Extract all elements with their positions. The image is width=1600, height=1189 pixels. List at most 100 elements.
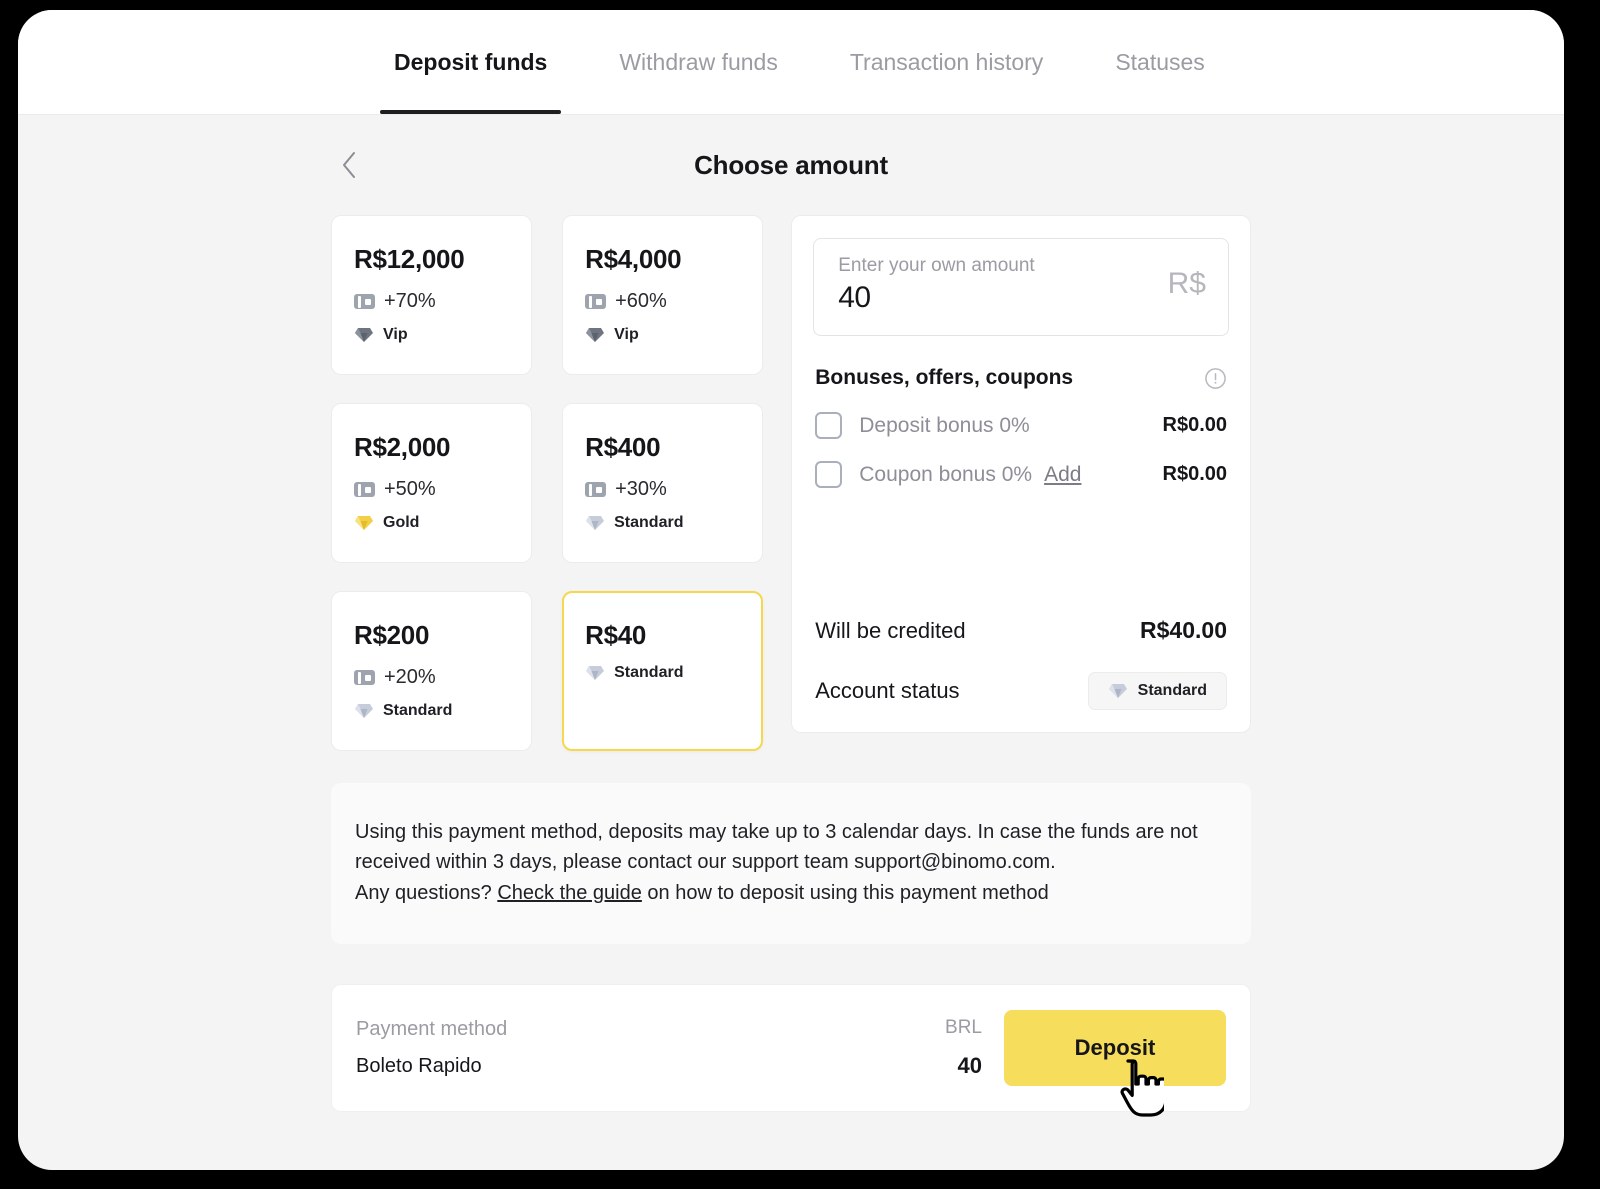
coupon-bonus-label: Coupon bonus 0%: [859, 462, 1033, 486]
tab-label: Transaction history: [849, 48, 1044, 75]
will-be-credited-row: Will be credited R$40.00: [813, 617, 1229, 644]
gem-icon: [1108, 684, 1127, 698]
card-status-row: Vip: [585, 326, 762, 344]
amount-card[interactable]: R$400 +30% Standard: [562, 403, 764, 563]
chevron-left-icon: [343, 152, 355, 178]
ticket-icon: [354, 294, 375, 309]
payment-method-block[interactable]: Payment method Boleto Rapido: [356, 1018, 507, 1078]
tab-label: Statuses: [1115, 48, 1205, 75]
bonus-row-coupon[interactable]: Coupon bonus 0% Add R$0.00: [813, 461, 1229, 488]
card-status-label: Gold: [383, 514, 420, 531]
note-line-1: Using this payment method, deposits may …: [355, 821, 1198, 874]
card-bonus-label: +20%: [384, 666, 436, 688]
card-bonus-label: +70%: [384, 290, 436, 312]
card-status-label: Standard: [614, 664, 684, 681]
custom-amount-placeholder: Enter your own amount: [838, 255, 1035, 276]
amount-card[interactable]: R$2,000 +50% Gold: [331, 403, 533, 563]
back-button[interactable]: [328, 144, 370, 186]
amount-card[interactable]: R$200 +20% Standard: [331, 591, 533, 751]
check-the-guide-link[interactable]: Check the guide: [497, 881, 642, 904]
currency-label: BRL: [945, 1017, 982, 1039]
deposit-bonus-checkbox[interactable]: [815, 412, 843, 439]
card-amount: R$12,000: [354, 244, 465, 274]
custom-amount-value: 40: [838, 281, 871, 314]
card-bonus-row: +20%: [354, 666, 531, 689]
deposit-bonus-label: Deposit bonus 0%: [859, 413, 1030, 437]
deposit-button[interactable]: Deposit: [1004, 1010, 1226, 1087]
payment-method-label: Payment method: [356, 1018, 508, 1041]
bonus-row-deposit[interactable]: Deposit bonus 0% R$0.00: [813, 412, 1229, 439]
card-bonus-row: +60%: [585, 290, 762, 313]
card-bonus-label: +50%: [384, 478, 436, 500]
card-bonus-row: +30%: [585, 478, 762, 501]
info-circle-icon[interactable]: [1204, 367, 1227, 390]
card-status-row: Vip: [354, 326, 531, 344]
will-be-credited-label: Will be credited: [815, 617, 966, 643]
account-status-label: Account status: [815, 678, 960, 703]
card-status-label: Standard: [614, 514, 684, 531]
card-amount: R$400: [585, 432, 661, 462]
tab-transaction-history[interactable]: Transaction history: [814, 10, 1079, 114]
card-status-row: Standard: [354, 702, 531, 720]
deposit-bonus-value: R$0.00: [1162, 414, 1228, 436]
gem-icon: [586, 666, 605, 680]
gem-icon: [355, 328, 373, 342]
card-amount: R$200: [354, 620, 430, 650]
page-header: Choose amount: [18, 115, 1564, 215]
note-line-2-suffix: on how to deposit using this payment met…: [641, 881, 1049, 904]
bonus-section-title: Bonuses, offers, coupons: [815, 366, 1074, 389]
add-coupon-link[interactable]: Add: [1044, 462, 1082, 486]
card-amount: R$2,000: [354, 432, 451, 462]
card-status-row: Standard: [585, 664, 761, 682]
card-status-row: Standard: [585, 514, 762, 532]
card-bonus-label: +60%: [615, 290, 667, 312]
card-bonus-row: +70%: [354, 290, 531, 313]
card-status-label: Vip: [383, 326, 408, 343]
tab-deposit-funds[interactable]: Deposit funds: [358, 10, 583, 114]
gem-icon: [586, 328, 605, 342]
gem-icon: [355, 704, 373, 718]
will-be-credited-value: R$40.00: [1140, 617, 1227, 643]
tab-statuses[interactable]: Statuses: [1079, 10, 1241, 114]
card-status-row: Gold: [354, 514, 531, 532]
amount-card-grid: R$12,000 +70% Vip R$4,000: [331, 215, 764, 751]
gem-icon: [586, 516, 605, 530]
panel-spacer: [813, 488, 1229, 617]
ticket-icon: [354, 482, 375, 497]
gem-icon: [355, 516, 373, 530]
custom-amount-input[interactable]: Enter your own amount 40 R$: [813, 238, 1229, 336]
payment-method-value: Boleto Rapido: [356, 1055, 482, 1078]
payment-info-note: Using this payment method, deposits may …: [331, 783, 1251, 945]
main-content: R$12,000 +70% Vip R$4,000: [18, 215, 1564, 751]
bonus-section-header: Bonuses, offers, coupons: [813, 366, 1229, 390]
checkout-footer: Payment method Boleto Rapido BRL 40 Depo…: [331, 984, 1251, 1113]
card-bonus-label: +30%: [615, 478, 667, 500]
card-status-label: Standard: [383, 702, 453, 719]
currency-symbol: R$: [1167, 267, 1206, 300]
card-bonus-row: +50%: [354, 478, 531, 501]
coupon-bonus-checkbox[interactable]: [815, 461, 843, 488]
tab-withdraw-funds[interactable]: Withdraw funds: [583, 10, 814, 114]
tab-label: Deposit funds: [394, 48, 548, 75]
summary-panel: Enter your own amount 40 R$ Bonuses, off…: [791, 215, 1251, 733]
amount-card[interactable]: R$4,000 +60% Vip: [562, 215, 764, 375]
account-status-badge[interactable]: Standard: [1087, 672, 1227, 710]
account-status-row: Account status Standard: [813, 672, 1229, 710]
account-status-value: Standard: [1137, 682, 1207, 699]
app-window: Deposit funds Withdraw funds Transaction…: [18, 10, 1564, 1170]
amount-summary-block: BRL 40: [945, 1017, 982, 1079]
ticket-icon: [585, 294, 607, 309]
ticket-icon: [585, 482, 607, 497]
card-status-label: Vip: [614, 326, 639, 343]
card-amount: R$40: [585, 620, 647, 650]
tab-label: Withdraw funds: [619, 48, 778, 75]
page-title: Choose amount: [694, 149, 888, 180]
amount-value: 40: [957, 1053, 982, 1079]
card-amount: R$4,000: [585, 244, 682, 274]
amount-card-selected[interactable]: R$40 Standard: [562, 591, 764, 751]
ticket-icon: [354, 670, 375, 685]
note-line-2-prefix: Any questions?: [355, 881, 498, 904]
amount-card[interactable]: R$12,000 +70% Vip: [331, 215, 533, 375]
main-tabbar: Deposit funds Withdraw funds Transaction…: [18, 10, 1564, 115]
coupon-bonus-value: R$0.00: [1162, 463, 1228, 485]
